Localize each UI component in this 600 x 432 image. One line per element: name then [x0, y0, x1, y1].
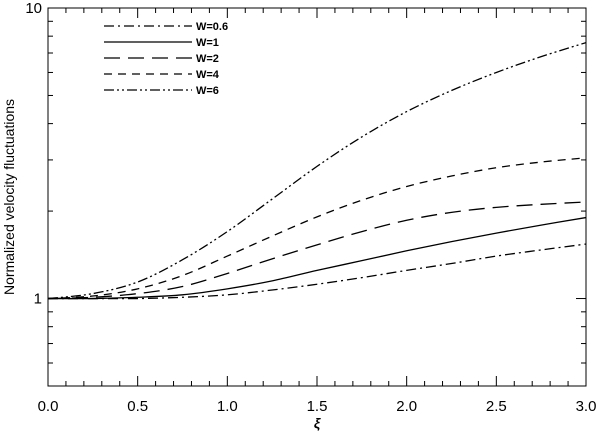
plot-frame — [47, 7, 587, 387]
ticks: 0.0 0.5 1.0 1.5 2.0 2.5 3.0 1 10 — [25, 0, 596, 415]
x-axis-title: ξ — [314, 415, 321, 431]
series-line-3 — [47, 201, 587, 300]
x-tick-label: 2.0 — [396, 398, 417, 415]
y-tick-label: 10 — [25, 0, 42, 17]
y-axis-title: Normalized velocity fluctuations — [1, 99, 17, 295]
series-line-2 — [47, 216, 587, 300]
x-tick-label: 1.0 — [217, 398, 238, 415]
x-tick-label: 1.5 — [307, 398, 328, 415]
series-lines — [47, 42, 587, 300]
x-tick-label: 0.5 — [127, 398, 148, 415]
series-line-1 — [47, 243, 587, 300]
legend-label-2: W=1 — [196, 37, 219, 49]
y-tick-label: 1 — [34, 291, 42, 308]
legend: W=0.6 W=1 W=2 W=4 W=6 — [104, 21, 228, 97]
legend-label-4: W=4 — [196, 69, 220, 81]
series-line-4 — [47, 157, 587, 300]
x-tick-label: 0.0 — [38, 398, 59, 415]
x-tick-label: 3.0 — [576, 398, 597, 415]
series-line-5 — [47, 42, 587, 300]
x-tick-label: 2.5 — [486, 398, 507, 415]
legend-label-1: W=0.6 — [196, 21, 228, 33]
legend-label-3: W=2 — [196, 53, 219, 65]
legend-label-5: W=6 — [196, 85, 219, 97]
